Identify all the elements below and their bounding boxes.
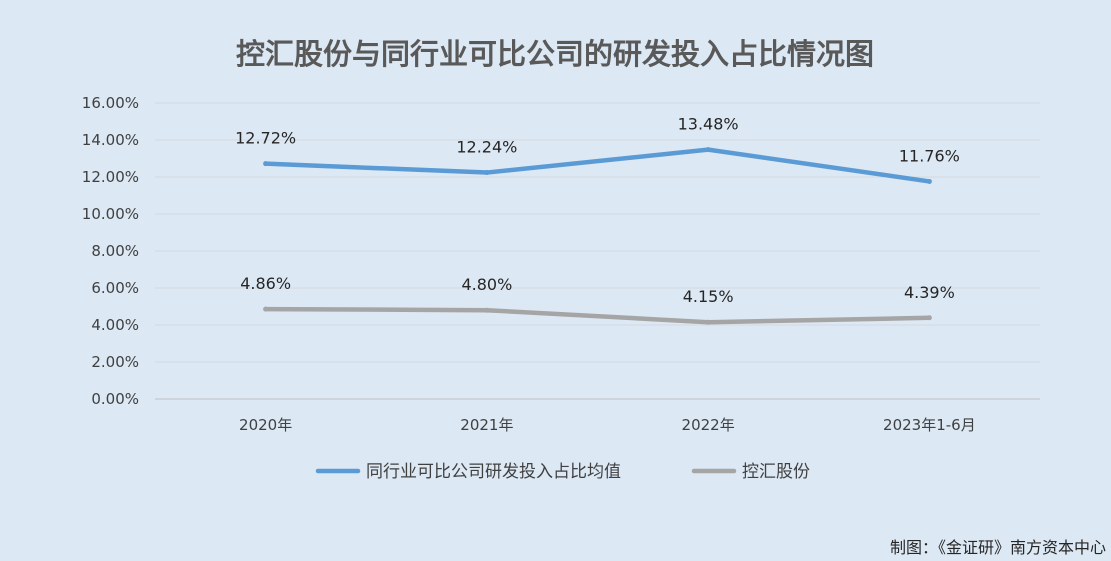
y-axis-ticks: 0.00% 2.00% 4.00% 6.00% 8.00% 10.00% 12.00% 14.… (82, 94, 139, 408)
data-label: 4.80% (461, 275, 512, 294)
data-label: 11.76% (899, 146, 960, 165)
legend-label: 控汇股份 (742, 462, 810, 482)
y-tick-label: 8.00% (91, 242, 139, 260)
data-labels: 12.72% 12.24% 13.48% 11.76% 4.86% 4.80% 4.15% 4… (235, 115, 960, 307)
data-point (263, 306, 269, 312)
chart-title: 控汇股份与同行业可比公司的研发投入占比情况图 (236, 37, 874, 71)
data-label: 13.48% (678, 115, 739, 134)
y-tick-label: 10.00% (82, 205, 139, 223)
data-label: 12.24% (456, 138, 517, 157)
data-point (484, 170, 490, 176)
data-label: 4.86% (240, 274, 291, 293)
data-point (705, 319, 711, 325)
x-tick-label: 2020年 (239, 416, 292, 434)
series-line-1 (263, 147, 932, 184)
data-point (926, 178, 932, 184)
x-axis-ticks: 2020年 2021年 2022年 2023年1-6月 (239, 416, 976, 434)
legend: 同行业可比公司研发投入占比均值 控汇股份 (315, 462, 810, 482)
source-note: 制图：《金证研》南方资本中心 (890, 538, 1106, 557)
x-tick-label: 2022年 (682, 416, 735, 434)
y-tick-label: 14.00% (82, 131, 139, 149)
x-tick-label: 2021年 (460, 416, 513, 434)
y-tick-label: 16.00% (82, 94, 139, 112)
data-label: 12.72% (235, 129, 296, 148)
legend-label: 同行业可比公司研发投入占比均值 (366, 462, 621, 482)
y-tick-label: 6.00% (91, 279, 139, 297)
y-tick-label: 0.00% (91, 390, 139, 408)
series-line-2 (263, 306, 932, 325)
gridlines (155, 102, 1040, 400)
x-tick-label: 2023年1-6月 (883, 416, 976, 434)
data-point (263, 161, 269, 167)
y-tick-label: 4.00% (91, 316, 139, 334)
data-label: 4.39% (904, 283, 955, 302)
y-tick-label: 12.00% (82, 168, 139, 186)
data-label: 4.15% (683, 287, 734, 306)
y-tick-label: 2.00% (91, 353, 139, 371)
data-point (926, 315, 932, 321)
series-group (263, 147, 932, 325)
data-point (484, 307, 490, 313)
data-point (705, 147, 711, 153)
